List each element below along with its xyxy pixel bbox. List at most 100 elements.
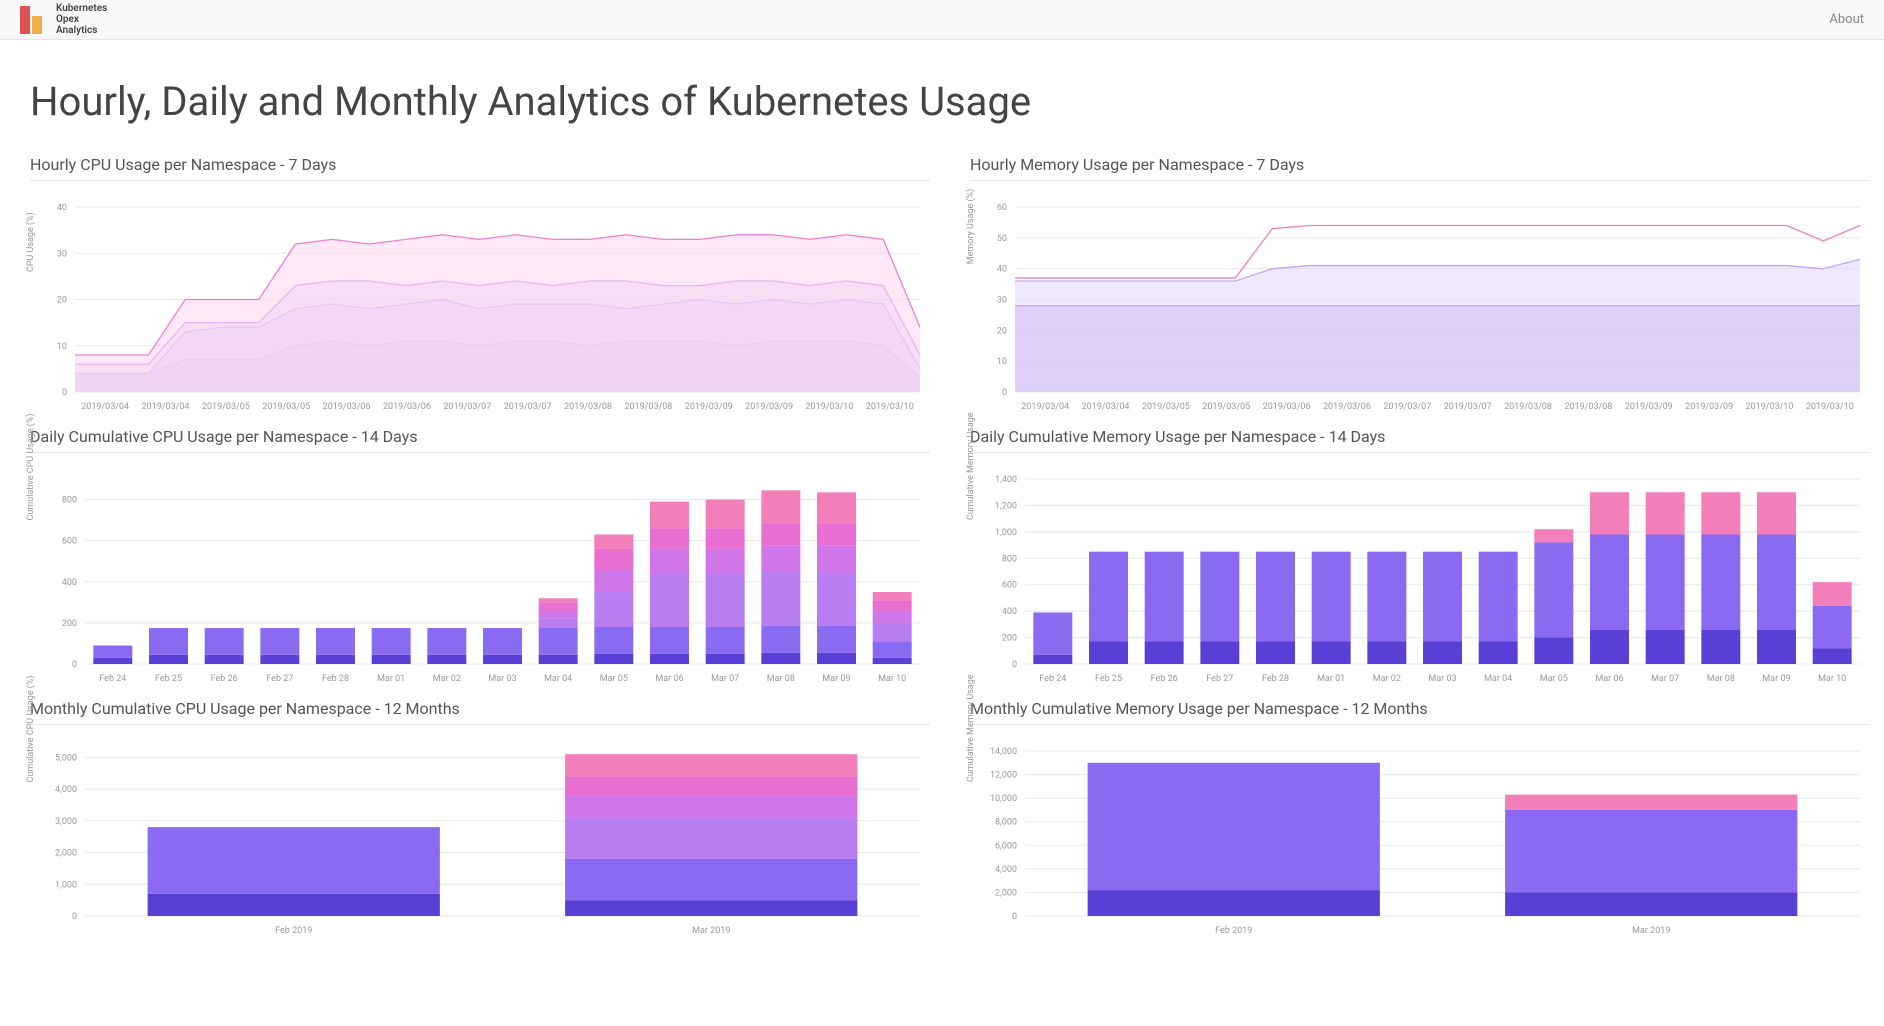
chart-hourly-cpu[interactable]: 0102030402019/03/042019/03/042019/03/052… [30, 187, 930, 417]
panel-hourly-cpu: Hourly CPU Usage per Namespace - 7 Days … [30, 155, 930, 417]
panel-monthly-mem: Monthly Cumulative Memory Usage per Name… [970, 699, 1870, 941]
chart-hourly-mem[interactable]: 01020304050602019/03/042019/03/042019/03… [970, 187, 1870, 417]
svg-text:2019/03/10: 2019/03/10 [1746, 402, 1794, 412]
brand-text: Kubernetes Opex Analytics [56, 3, 107, 36]
brand-logo-icon [20, 6, 48, 34]
svg-text:0: 0 [62, 388, 67, 398]
brand[interactable]: Kubernetes Opex Analytics [20, 3, 107, 36]
svg-text:Feb 26: Feb 26 [211, 674, 238, 684]
svg-text:Mar 01: Mar 01 [1317, 674, 1345, 684]
svg-text:2019/03/09: 2019/03/09 [685, 402, 733, 412]
svg-text:2019/03/09: 2019/03/09 [1625, 402, 1673, 412]
svg-text:Mar 03: Mar 03 [488, 674, 516, 684]
chart-daily-mem[interactable]: 02004006008001,0001,2001,400Feb 24Feb 25… [970, 459, 1870, 689]
svg-text:Mar 2019: Mar 2019 [692, 926, 730, 936]
svg-text:1,200: 1,200 [995, 501, 1017, 511]
svg-text:2019/03/08: 2019/03/08 [1564, 402, 1612, 412]
svg-text:Mar 09: Mar 09 [822, 674, 850, 684]
svg-text:Feb 27: Feb 27 [266, 674, 293, 684]
svg-text:20: 20 [997, 326, 1007, 336]
svg-text:Feb 24: Feb 24 [1039, 674, 1066, 684]
svg-text:0: 0 [1012, 912, 1017, 922]
panel-daily-mem: Daily Cumulative Memory Usage per Namesp… [970, 427, 1870, 689]
panel-title: Daily Cumulative Memory Usage per Namesp… [970, 427, 1870, 453]
svg-text:50: 50 [997, 234, 1007, 244]
svg-text:12,000: 12,000 [990, 771, 1017, 781]
svg-text:0: 0 [1002, 388, 1007, 398]
svg-text:5,000: 5,000 [55, 753, 77, 763]
svg-text:Mar 2019: Mar 2019 [1632, 926, 1670, 936]
svg-text:4,000: 4,000 [55, 785, 77, 795]
svg-text:30: 30 [997, 296, 1007, 306]
chart-monthly-mem[interactable]: 02,0004,0006,0008,00010,00012,00014,000F… [970, 731, 1870, 941]
panel-title: Monthly Cumulative CPU Usage per Namespa… [30, 699, 930, 725]
svg-text:0: 0 [72, 660, 77, 670]
panel-monthly-cpu: Monthly Cumulative CPU Usage per Namespa… [30, 699, 930, 941]
svg-text:0: 0 [72, 912, 77, 922]
svg-text:1,400: 1,400 [995, 475, 1017, 485]
svg-text:2019/03/06: 2019/03/06 [1323, 402, 1371, 412]
svg-text:Feb 28: Feb 28 [1262, 674, 1289, 684]
svg-text:Mar 08: Mar 08 [1707, 674, 1735, 684]
svg-text:Mar 07: Mar 07 [1651, 674, 1679, 684]
svg-text:Mar 05: Mar 05 [1540, 674, 1568, 684]
svg-text:2019/03/07: 2019/03/07 [1444, 402, 1492, 412]
svg-text:2019/03/08: 2019/03/08 [1504, 402, 1552, 412]
page-title: Hourly, Daily and Monthly Analytics of K… [30, 78, 1854, 125]
svg-text:800: 800 [1002, 554, 1017, 564]
svg-text:2019/03/06: 2019/03/06 [323, 402, 371, 412]
topbar: Kubernetes Opex Analytics About [0, 0, 1884, 40]
svg-text:2019/03/08: 2019/03/08 [624, 402, 672, 412]
svg-text:Mar 04: Mar 04 [1484, 674, 1512, 684]
svg-text:2019/03/05: 2019/03/05 [1142, 402, 1190, 412]
svg-text:Feb 27: Feb 27 [1206, 674, 1233, 684]
panel-title: Hourly CPU Usage per Namespace - 7 Days [30, 155, 930, 181]
svg-text:400: 400 [62, 578, 77, 588]
svg-text:2,000: 2,000 [995, 888, 1017, 898]
svg-text:Feb 26: Feb 26 [1151, 674, 1178, 684]
svg-text:4,000: 4,000 [995, 865, 1017, 875]
svg-text:6,000: 6,000 [995, 841, 1017, 851]
svg-text:Mar 02: Mar 02 [433, 674, 461, 684]
svg-text:3,000: 3,000 [55, 817, 77, 827]
svg-text:Mar 05: Mar 05 [600, 674, 628, 684]
svg-text:2019/03/07: 2019/03/07 [1383, 402, 1431, 412]
svg-text:20: 20 [57, 296, 67, 306]
svg-text:2019/03/07: 2019/03/07 [443, 402, 491, 412]
chart-monthly-cpu[interactable]: 01,0002,0003,0004,0005,000Feb 2019Mar 20… [30, 731, 930, 941]
svg-text:Mar 08: Mar 08 [767, 674, 795, 684]
svg-text:2019/03/08: 2019/03/08 [564, 402, 612, 412]
svg-text:Mar 06: Mar 06 [1595, 674, 1623, 684]
svg-text:30: 30 [57, 249, 67, 259]
y-axis-label: Memory Usage (%) [966, 189, 976, 265]
y-axis-label: CPU Usage (%) [26, 212, 36, 272]
svg-text:Feb 2019: Feb 2019 [275, 926, 312, 936]
chart-daily-cpu[interactable]: 0200400600800Feb 24Feb 25Feb 26Feb 27Feb… [30, 459, 930, 689]
y-axis-label: Cumulative CPU Usage (%) [26, 675, 36, 782]
svg-text:2019/03/04: 2019/03/04 [81, 402, 129, 412]
svg-text:2019/03/06: 2019/03/06 [383, 402, 431, 412]
panel-daily-cpu: Daily Cumulative CPU Usage per Namespace… [30, 427, 930, 689]
svg-text:60: 60 [997, 203, 1007, 213]
svg-text:2019/03/04: 2019/03/04 [1021, 402, 1069, 412]
svg-text:2019/03/05: 2019/03/05 [1202, 402, 1250, 412]
svg-text:1,000: 1,000 [995, 528, 1017, 538]
svg-text:8,000: 8,000 [995, 818, 1017, 828]
svg-text:Mar 09: Mar 09 [1762, 674, 1790, 684]
svg-text:2019/03/10: 2019/03/10 [866, 402, 914, 412]
svg-text:2019/03/09: 2019/03/09 [745, 402, 793, 412]
svg-text:Mar 07: Mar 07 [711, 674, 739, 684]
about-link[interactable]: About [1829, 12, 1864, 27]
svg-text:600: 600 [62, 537, 77, 547]
svg-text:Feb 28: Feb 28 [322, 674, 349, 684]
svg-text:2019/03/05: 2019/03/05 [202, 402, 250, 412]
svg-text:2019/03/09: 2019/03/09 [1685, 402, 1733, 412]
svg-text:2019/03/04: 2019/03/04 [142, 402, 190, 412]
svg-text:2019/03/07: 2019/03/07 [504, 402, 552, 412]
svg-text:Feb 2019: Feb 2019 [1215, 926, 1252, 936]
svg-text:Mar 03: Mar 03 [1428, 674, 1456, 684]
svg-text:40: 40 [57, 203, 67, 213]
svg-text:Feb 24: Feb 24 [99, 674, 126, 684]
panel-title: Hourly Memory Usage per Namespace - 7 Da… [970, 155, 1870, 181]
svg-text:600: 600 [1002, 581, 1017, 591]
